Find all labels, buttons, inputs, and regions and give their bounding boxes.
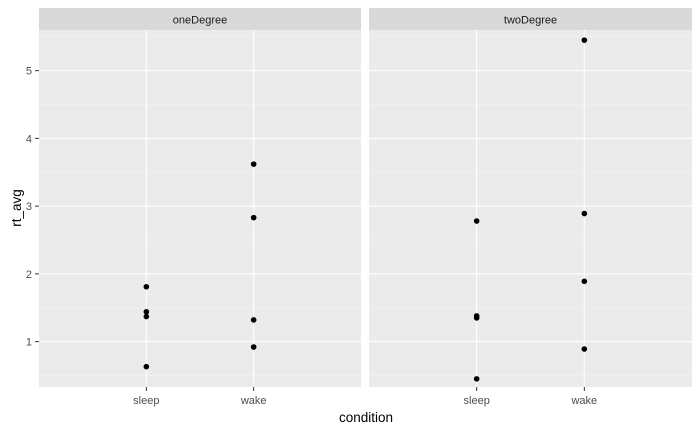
x-tick-label: sleep: [464, 395, 490, 407]
y-axis: 1 2 3 4 5: [26, 66, 39, 349]
facet-panel-1: twoDegree sleep wake: [369, 8, 692, 407]
y-tick-label: 3: [26, 201, 32, 213]
data-point: [581, 346, 588, 352]
data-point: [143, 363, 150, 370]
data-point: [143, 283, 150, 290]
data-point: [581, 37, 588, 43]
x-tick-label: sleep: [133, 395, 159, 407]
facet-strip: [39, 8, 361, 30]
data-point: [250, 161, 257, 167]
x-axis-title: condition: [339, 410, 393, 425]
panel-background: [39, 30, 361, 387]
y-tick-label: 2: [26, 269, 32, 281]
y-axis-title: rt_avg: [9, 189, 24, 227]
data-point: [250, 344, 257, 350]
panel-background: [369, 30, 692, 387]
y-tick-label: 1: [26, 337, 32, 349]
facet-strip-label: twoDegree: [504, 15, 557, 27]
data-point: [143, 313, 150, 320]
data-point: [473, 315, 480, 321]
facet-panels: oneDegree sleep wake twoDegree sleep wake: [39, 8, 692, 407]
data-point: [143, 309, 150, 315]
y-tick-label: 5: [26, 66, 32, 78]
facet-panel-0: oneDegree sleep wake: [39, 8, 361, 407]
data-point: [581, 210, 588, 217]
data-point: [473, 218, 480, 224]
x-tick-label: wake: [570, 395, 597, 407]
facet-strip-label: oneDegree: [173, 15, 227, 27]
data-point: [473, 376, 480, 382]
data-point: [581, 278, 588, 285]
facet-strip: [369, 8, 692, 30]
data-point: [250, 317, 257, 323]
data-point: [250, 214, 257, 221]
x-tick-label: wake: [240, 395, 267, 407]
y-tick-label: 4: [26, 133, 32, 145]
